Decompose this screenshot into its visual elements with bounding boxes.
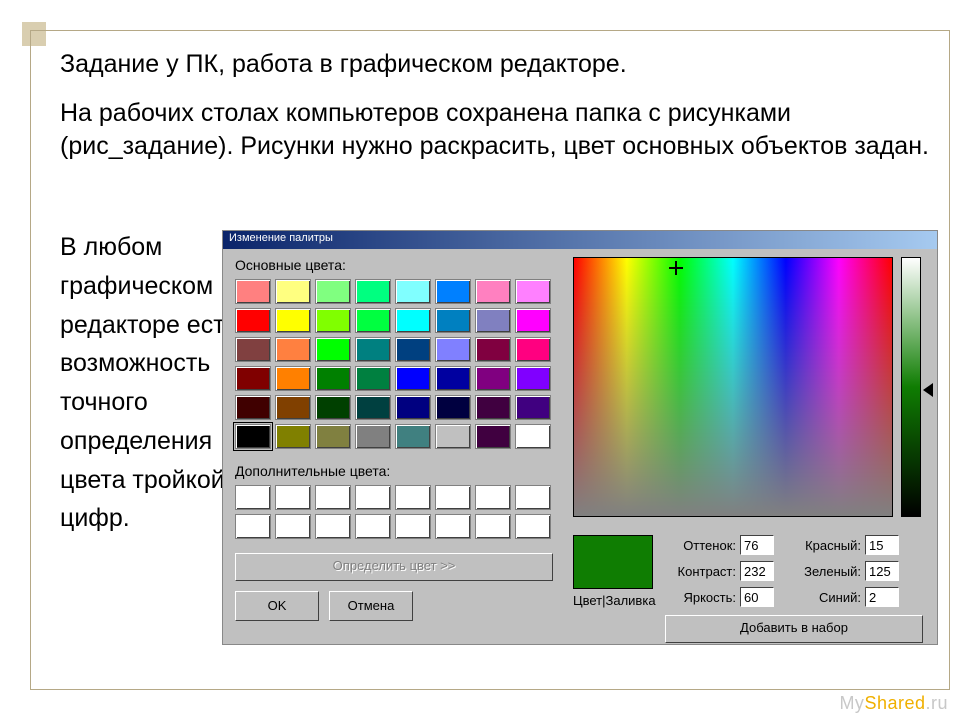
- basic-swatch[interactable]: [355, 279, 391, 304]
- dialog-titlebar[interactable]: Изменение палитры: [223, 231, 937, 249]
- red-input[interactable]: [865, 535, 899, 555]
- paragraph-2: На рабочих столах компьютеров сохранена …: [60, 97, 930, 163]
- basic-swatch[interactable]: [435, 395, 471, 420]
- basic-swatch[interactable]: [475, 366, 511, 391]
- sat-label: Контраст:: [665, 564, 740, 579]
- green-label: Зеленый:: [790, 564, 865, 579]
- luminance-arrow-icon[interactable]: [923, 383, 933, 397]
- custom-swatch[interactable]: [475, 485, 511, 510]
- slide-text: Задание у ПК, работа в графическом редак…: [60, 48, 930, 179]
- basic-swatch[interactable]: [395, 337, 431, 362]
- basic-swatch[interactable]: [515, 366, 551, 391]
- basic-swatch[interactable]: [355, 366, 391, 391]
- color-picker-panel: Цвет|Заливка Оттенок: Красный: Контраст:…: [573, 257, 929, 520]
- color-solid-label: Цвет|Заливка: [573, 593, 656, 608]
- blue-label: Синий:: [790, 590, 865, 605]
- basic-swatch[interactable]: [515, 424, 551, 449]
- red-label: Красный:: [790, 538, 865, 553]
- custom-swatch[interactable]: [515, 514, 551, 539]
- lum-label: Яркость:: [665, 590, 740, 605]
- custom-swatch[interactable]: [435, 514, 471, 539]
- cancel-button[interactable]: Отмена: [329, 591, 413, 621]
- basic-swatch[interactable]: [355, 337, 391, 362]
- basic-swatch[interactable]: [235, 308, 271, 333]
- basic-swatch[interactable]: [275, 366, 311, 391]
- basic-swatch[interactable]: [435, 424, 471, 449]
- basic-swatch[interactable]: [315, 337, 351, 362]
- crosshair-icon: [669, 261, 683, 275]
- basic-swatch[interactable]: [395, 424, 431, 449]
- basic-swatch[interactable]: [275, 337, 311, 362]
- custom-swatch[interactable]: [355, 485, 391, 510]
- basic-swatch[interactable]: [475, 395, 511, 420]
- paragraph-3: В любом графическом редакторе есть возмо…: [60, 228, 240, 538]
- basic-swatch[interactable]: [395, 279, 431, 304]
- hue-sat-gradient[interactable]: [573, 257, 893, 517]
- basic-swatch[interactable]: [435, 366, 471, 391]
- custom-swatch[interactable]: [315, 485, 351, 510]
- custom-swatch[interactable]: [435, 485, 471, 510]
- basic-swatch[interactable]: [395, 366, 431, 391]
- watermark: MyShared.ru: [839, 693, 948, 714]
- dialog-body: Основные цвета: Дополнительные цвета: Оп…: [223, 249, 937, 644]
- basic-swatch[interactable]: [515, 279, 551, 304]
- basic-swatch[interactable]: [315, 308, 351, 333]
- basic-swatch[interactable]: [435, 337, 471, 362]
- basic-swatch[interactable]: [235, 366, 271, 391]
- add-to-custom-button[interactable]: Добавить в набор: [665, 615, 923, 643]
- basic-swatch[interactable]: [235, 424, 271, 449]
- basic-swatch[interactable]: [395, 308, 431, 333]
- basic-swatch[interactable]: [475, 424, 511, 449]
- basic-swatch[interactable]: [235, 395, 271, 420]
- custom-swatch[interactable]: [275, 514, 311, 539]
- watermark-b: Shared: [864, 693, 925, 713]
- paragraph-1: Задание у ПК, работа в графическом редак…: [60, 48, 930, 81]
- custom-swatch[interactable]: [475, 514, 511, 539]
- basic-swatch[interactable]: [235, 279, 271, 304]
- basic-swatch[interactable]: [395, 395, 431, 420]
- basic-swatch[interactable]: [275, 395, 311, 420]
- sat-input[interactable]: [740, 561, 774, 581]
- basic-swatch[interactable]: [475, 337, 511, 362]
- hue-label: Оттенок:: [665, 538, 740, 553]
- define-color-button[interactable]: Определить цвет >>: [235, 553, 553, 581]
- watermark-c: .ru: [925, 693, 948, 713]
- custom-swatch[interactable]: [235, 514, 271, 539]
- basic-swatch[interactable]: [435, 279, 471, 304]
- basic-swatch[interactable]: [435, 308, 471, 333]
- basic-swatch[interactable]: [475, 279, 511, 304]
- custom-swatch[interactable]: [315, 514, 351, 539]
- basic-swatch[interactable]: [515, 337, 551, 362]
- basic-swatch[interactable]: [315, 424, 351, 449]
- luminance-bar[interactable]: [901, 257, 921, 517]
- basic-swatch[interactable]: [275, 279, 311, 304]
- custom-swatch[interactable]: [515, 485, 551, 510]
- basic-swatch[interactable]: [355, 395, 391, 420]
- basic-swatch[interactable]: [475, 308, 511, 333]
- custom-swatch[interactable]: [355, 514, 391, 539]
- lum-input[interactable]: [740, 587, 774, 607]
- green-input[interactable]: [865, 561, 899, 581]
- ok-button[interactable]: OK: [235, 591, 319, 621]
- watermark-a: My: [839, 693, 864, 713]
- basic-swatch[interactable]: [315, 279, 351, 304]
- numeric-inputs: Оттенок: Красный: Контраст: Зеленый: Ярк…: [665, 535, 899, 607]
- basic-swatch[interactable]: [315, 366, 351, 391]
- hue-input[interactable]: [740, 535, 774, 555]
- custom-swatch[interactable]: [395, 514, 431, 539]
- color-dialog: Изменение палитры Основные цвета: Дополн…: [222, 230, 938, 645]
- basic-swatch[interactable]: [235, 337, 271, 362]
- blue-input[interactable]: [865, 587, 899, 607]
- custom-swatch[interactable]: [395, 485, 431, 510]
- custom-swatch[interactable]: [235, 485, 271, 510]
- basic-swatch[interactable]: [515, 395, 551, 420]
- basic-swatch[interactable]: [275, 308, 311, 333]
- basic-swatch[interactable]: [355, 308, 391, 333]
- basic-swatch[interactable]: [315, 395, 351, 420]
- custom-swatch[interactable]: [275, 485, 311, 510]
- basic-swatch[interactable]: [355, 424, 391, 449]
- basic-swatch[interactable]: [515, 308, 551, 333]
- basic-swatch[interactable]: [275, 424, 311, 449]
- color-preview-swatch: [573, 535, 653, 589]
